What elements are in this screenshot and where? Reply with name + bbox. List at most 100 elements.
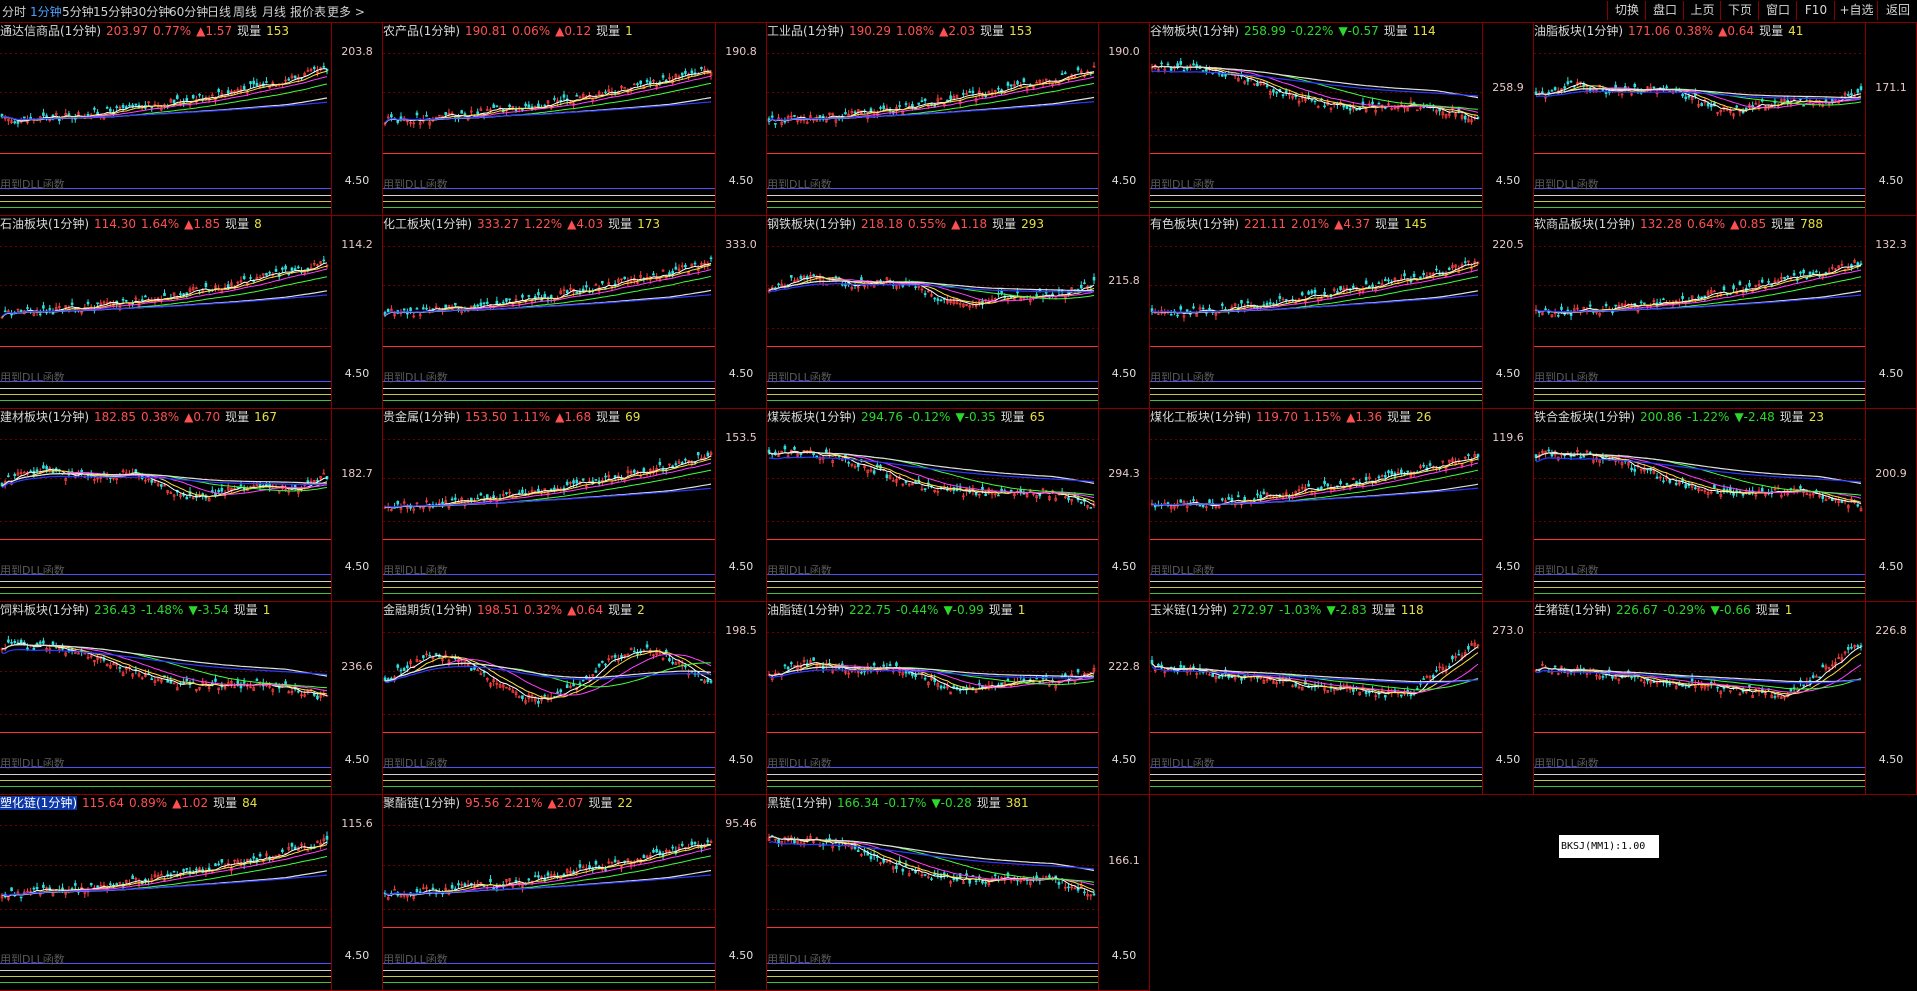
period-tab-8[interactable]: 月线 — [262, 5, 287, 19]
period-tab-4[interactable]: 30分钟 — [131, 5, 171, 19]
instrument-name[interactable]: 煤炭板块(1分钟) — [767, 410, 856, 424]
chart-panel[interactable]: 铁合金板块(1分钟) 200.86 -1.22% ▼-2.48 现量 23 200.9 4.5… — [1534, 409, 1917, 602]
period-tab-2[interactable]: 5分钟 — [62, 5, 94, 19]
candle-body — [1320, 486, 1323, 490]
instrument-name[interactable]: 煤化工板块(1分钟) — [1150, 410, 1251, 424]
instrument-name[interactable]: 贵金属(1分钟) — [383, 410, 460, 424]
chart-panel[interactable]: 聚酯链(1分钟) 95.56 2.21% ▲2.07 现量 22 95.46 4.50 用到DL… — [383, 795, 767, 991]
chart-panel[interactable]: 工业品(1分钟) 190.29 1.08% ▲2.03 现量 153 190.0 4.50 用到… — [767, 23, 1150, 216]
instrument-name[interactable]: 石油板块(1分钟) — [0, 217, 89, 231]
period-tab-3[interactable]: 15分钟 — [93, 5, 133, 19]
price-axis-label: 114.2 — [341, 238, 373, 251]
change-amount: ▲2.03 — [939, 24, 976, 38]
instrument-name[interactable]: 生猪链(1分钟) — [1534, 603, 1611, 617]
toolbar-button-4[interactable]: 窗口 — [1758, 1, 1797, 20]
candle-body — [1166, 63, 1170, 66]
toolbar-button-5[interactable]: F10 — [1796, 1, 1835, 20]
instrument-name[interactable]: 软商品板块(1分钟) — [1534, 217, 1635, 231]
candle-body — [1323, 687, 1326, 691]
candlestick-chart — [0, 216, 383, 409]
instrument-name[interactable]: 油脂板块(1分钟) — [1534, 24, 1623, 38]
candle-body — [898, 105, 901, 107]
volume-value: 1 — [1784, 603, 1793, 617]
candle-body — [1831, 664, 1834, 667]
candle-body — [1786, 275, 1790, 278]
chart-panel[interactable]: 石油板块(1分钟) 114.30 1.64% ▲1.85 现量 8 114.2 4.50 用到D… — [0, 216, 383, 409]
candle-body — [265, 273, 268, 276]
instrument-name[interactable]: 金融期货(1分钟) — [383, 603, 472, 617]
instrument-name[interactable]: 塑化链(1分钟) — [0, 796, 77, 810]
candle-body — [1323, 480, 1326, 485]
instrument-name[interactable]: 建材板块(1分钟) — [0, 410, 89, 424]
chart-panel[interactable]: 贵金属(1分钟) 153.50 1.11% ▲1.68 现量 69 153.5 4.50 用到D… — [383, 409, 767, 602]
candle-body — [23, 471, 26, 474]
instrument-name[interactable]: 玉米链(1分钟) — [1150, 603, 1227, 617]
period-tab-7[interactable]: 周线 — [233, 5, 258, 19]
toolbar-button-1[interactable]: 盘口 — [1645, 1, 1684, 20]
chart-panel[interactable]: 玉米链(1分钟) 272.97 -1.03% ▼-2.83 现量 118 273.0 4.50… — [1150, 602, 1534, 795]
candle-body — [1380, 475, 1384, 477]
instrument-name[interactable]: 铁合金板块(1分钟) — [1534, 410, 1635, 424]
period-tab-10[interactable]: 更多 > — [327, 5, 365, 19]
instrument-name[interactable]: 农产品(1分钟) — [383, 24, 460, 38]
instrument-name[interactable]: 谷物板块(1分钟) — [1150, 24, 1239, 38]
candle-body — [1262, 679, 1266, 684]
toolbar-button-2[interactable]: 上页 — [1683, 1, 1721, 20]
chart-panel[interactable]: 通达信商品(1分钟) 203.97 0.77% ▲1.57 现量 153 203.8 4.50… — [0, 23, 383, 216]
period-tab-9[interactable]: 报价表 — [290, 5, 327, 19]
instrument-name[interactable]: 工业品(1分钟) — [767, 24, 844, 38]
candle-body — [447, 659, 451, 663]
toolbar-button-7[interactable]: 返回 — [1877, 1, 1917, 20]
candle-body — [671, 270, 674, 275]
indicator-note: 用到DLL函数 — [0, 178, 65, 191]
period-tab-5[interactable]: 60分钟 — [169, 5, 209, 19]
candle-body — [160, 484, 163, 487]
candle-body — [242, 85, 246, 90]
chart-panel[interactable]: 有色板块(1分钟) 221.11 2.01% ▲4.37 现量 145 220.5 4.50 用… — [1150, 216, 1534, 409]
candle-body — [390, 677, 393, 680]
candle-body — [163, 484, 166, 487]
chart-panel[interactable]: 饲料板块(1分钟) 236.43 -1.48% ▼-3.54 现量 1 236.6 4.50 用… — [0, 602, 383, 795]
instrument-name[interactable]: 有色板块(1分钟) — [1150, 217, 1239, 231]
chart-panel[interactable]: 建材板块(1分钟) 182.85 0.38% ▲0.70 现量 167 182.7 4.50 用… — [0, 409, 383, 602]
candle-body — [1348, 108, 1352, 111]
change-percent: -0.22% — [1291, 24, 1334, 38]
change-percent: -0.29% — [1663, 603, 1706, 617]
chart-panel[interactable]: 农产品(1分钟) 190.81 0.06% ▲0.12 现量 1 190.8 4.50 用到DL… — [383, 23, 767, 216]
change-percent: 0.38% — [1675, 24, 1714, 38]
toolbar-button-3[interactable]: 下页 — [1720, 1, 1759, 20]
moving-average-line — [1151, 70, 1479, 97]
period-tab-0[interactable]: 分时 — [2, 5, 27, 19]
instrument-name[interactable]: 化工板块(1分钟) — [383, 217, 472, 231]
chart-panel[interactable]: 塑化链(1分钟) 115.64 0.89% ▲1.02 现量 84 115.6 4.50 用到D… — [0, 795, 383, 991]
instrument-name[interactable]: 通达信商品(1分钟) — [0, 24, 101, 38]
chart-panel[interactable]: 谷物板块(1分钟) 258.99 -0.22% ▼-0.57 现量 114 258.9 4.5… — [1150, 23, 1534, 216]
candle-body — [543, 694, 547, 697]
candle-body — [856, 464, 860, 468]
chart-panel[interactable]: 生猪链(1分钟) 226.67 -0.29% ▼-0.66 现量 1 226.8 4.50 用到… — [1534, 602, 1917, 795]
candle-body — [1799, 486, 1802, 489]
chart-panel[interactable]: 煤化工板块(1分钟) 119.70 1.15% ▲1.36 现量 26 119.6 4.50 用… — [1150, 409, 1534, 602]
candle-body — [268, 271, 271, 274]
period-tab-1[interactable]: 1分钟 — [30, 5, 62, 19]
toolbar-button-6[interactable]: +自选 — [1834, 1, 1878, 20]
chart-panel[interactable]: 金融期货(1分钟) 198.51 0.32% ▲0.64 现量 2 198.5 4.50 用到D… — [383, 602, 767, 795]
indicator-note: 用到DLL函数 — [1150, 178, 1215, 191]
toolbar-button-0[interactable]: 切换 — [1607, 1, 1646, 20]
chart-panel[interactable]: 油脂链(1分钟) 222.75 -0.44% ▼-0.99 现量 1 222.8 4.50 用到… — [767, 602, 1150, 795]
moving-average-line — [384, 101, 712, 123]
chart-panel[interactable]: 化工板块(1分钟) 333.27 1.22% ▲4.03 现量 173 333.0 4.50 用… — [383, 216, 767, 409]
chart-panel[interactable]: 煤炭板块(1分钟) 294.76 -0.12% ▼-0.35 现量 65 294.3 4.50… — [767, 409, 1150, 602]
instrument-name[interactable]: 油脂链(1分钟) — [767, 603, 844, 617]
candle-body — [226, 284, 230, 289]
candle-body — [42, 465, 45, 469]
chart-panel[interactable]: 油脂板块(1分钟) 171.06 0.38% ▲0.64 现量 41 171.1 4.50 用到… — [1534, 23, 1917, 216]
period-tab-6[interactable]: 日线 — [207, 5, 232, 19]
candle-body — [1409, 280, 1413, 283]
candle-body — [1284, 299, 1288, 301]
instrument-name[interactable]: 饲料板块(1分钟) — [0, 603, 89, 617]
instrument-name[interactable]: 钢铁板块(1分钟) — [767, 217, 856, 231]
chart-panel[interactable]: 钢铁板块(1分钟) 218.18 0.55% ▲1.18 现量 293 215.8 4.50 用… — [767, 216, 1150, 409]
chart-panel[interactable]: 软商品板块(1分钟) 132.28 0.64% ▲0.85 现量 788 132.3 4.50… — [1534, 216, 1917, 409]
candle-body — [188, 288, 192, 292]
